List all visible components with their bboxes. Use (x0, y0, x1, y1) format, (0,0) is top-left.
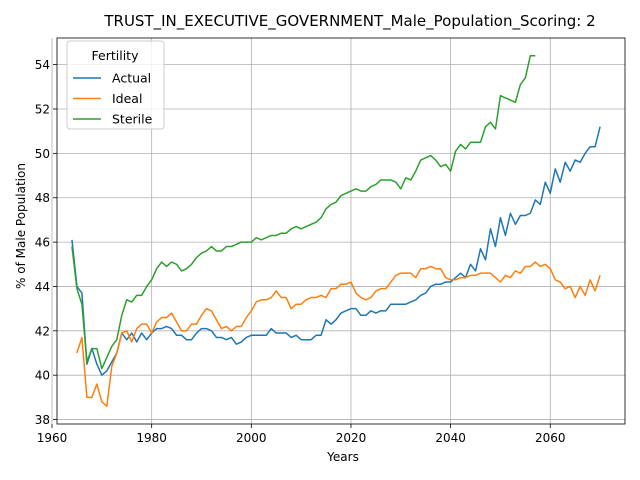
x-tick-label: 2040 (435, 431, 466, 445)
x-tick-label: 1980 (136, 431, 167, 445)
series-line-ideal (76, 261, 601, 407)
x-tick-label: 2000 (236, 431, 267, 445)
y-tick-label: 42 (35, 324, 50, 338)
x-tick-label: 1960 (37, 431, 68, 445)
y-tick-label: 46 (35, 236, 50, 250)
legend-box (66, 40, 165, 130)
y-axis-label: % of Male Population (14, 163, 28, 289)
series-layer (71, 55, 601, 407)
x-axis: 1960 1980 2000 2020 2040 2060 (37, 424, 566, 445)
y-tick-label: 40 (35, 369, 50, 383)
series-line-actual (71, 126, 601, 376)
legend: Fertility Actual Ideal Sterile (66, 40, 165, 130)
y-tick-label: 50 (35, 147, 50, 161)
x-axis-label: Years (326, 450, 359, 464)
series-line-sterile (71, 55, 536, 370)
legend-label-ideal: Ideal (112, 91, 142, 106)
legend-title: Fertility (92, 48, 140, 63)
legend-label-actual: Actual (112, 71, 151, 86)
y-tick-label: 52 (35, 102, 50, 116)
plot-frame (56, 37, 626, 425)
y-axis: 38 40 42 44 46 48 50 52 54 (35, 58, 57, 427)
y-tick-label: 38 (35, 413, 50, 427)
x-tick-label: 2060 (535, 431, 566, 445)
x-tick-label: 2020 (336, 431, 367, 445)
y-tick-label: 54 (35, 58, 50, 72)
chart-title: TRUST_IN_EXECUTIVE_GOVERNMENT_Male_Popul… (103, 12, 595, 31)
grid (51, 38, 625, 424)
legend-label-sterile: Sterile (112, 112, 153, 127)
y-tick-label: 48 (35, 191, 50, 205)
y-tick-label: 44 (35, 280, 50, 294)
